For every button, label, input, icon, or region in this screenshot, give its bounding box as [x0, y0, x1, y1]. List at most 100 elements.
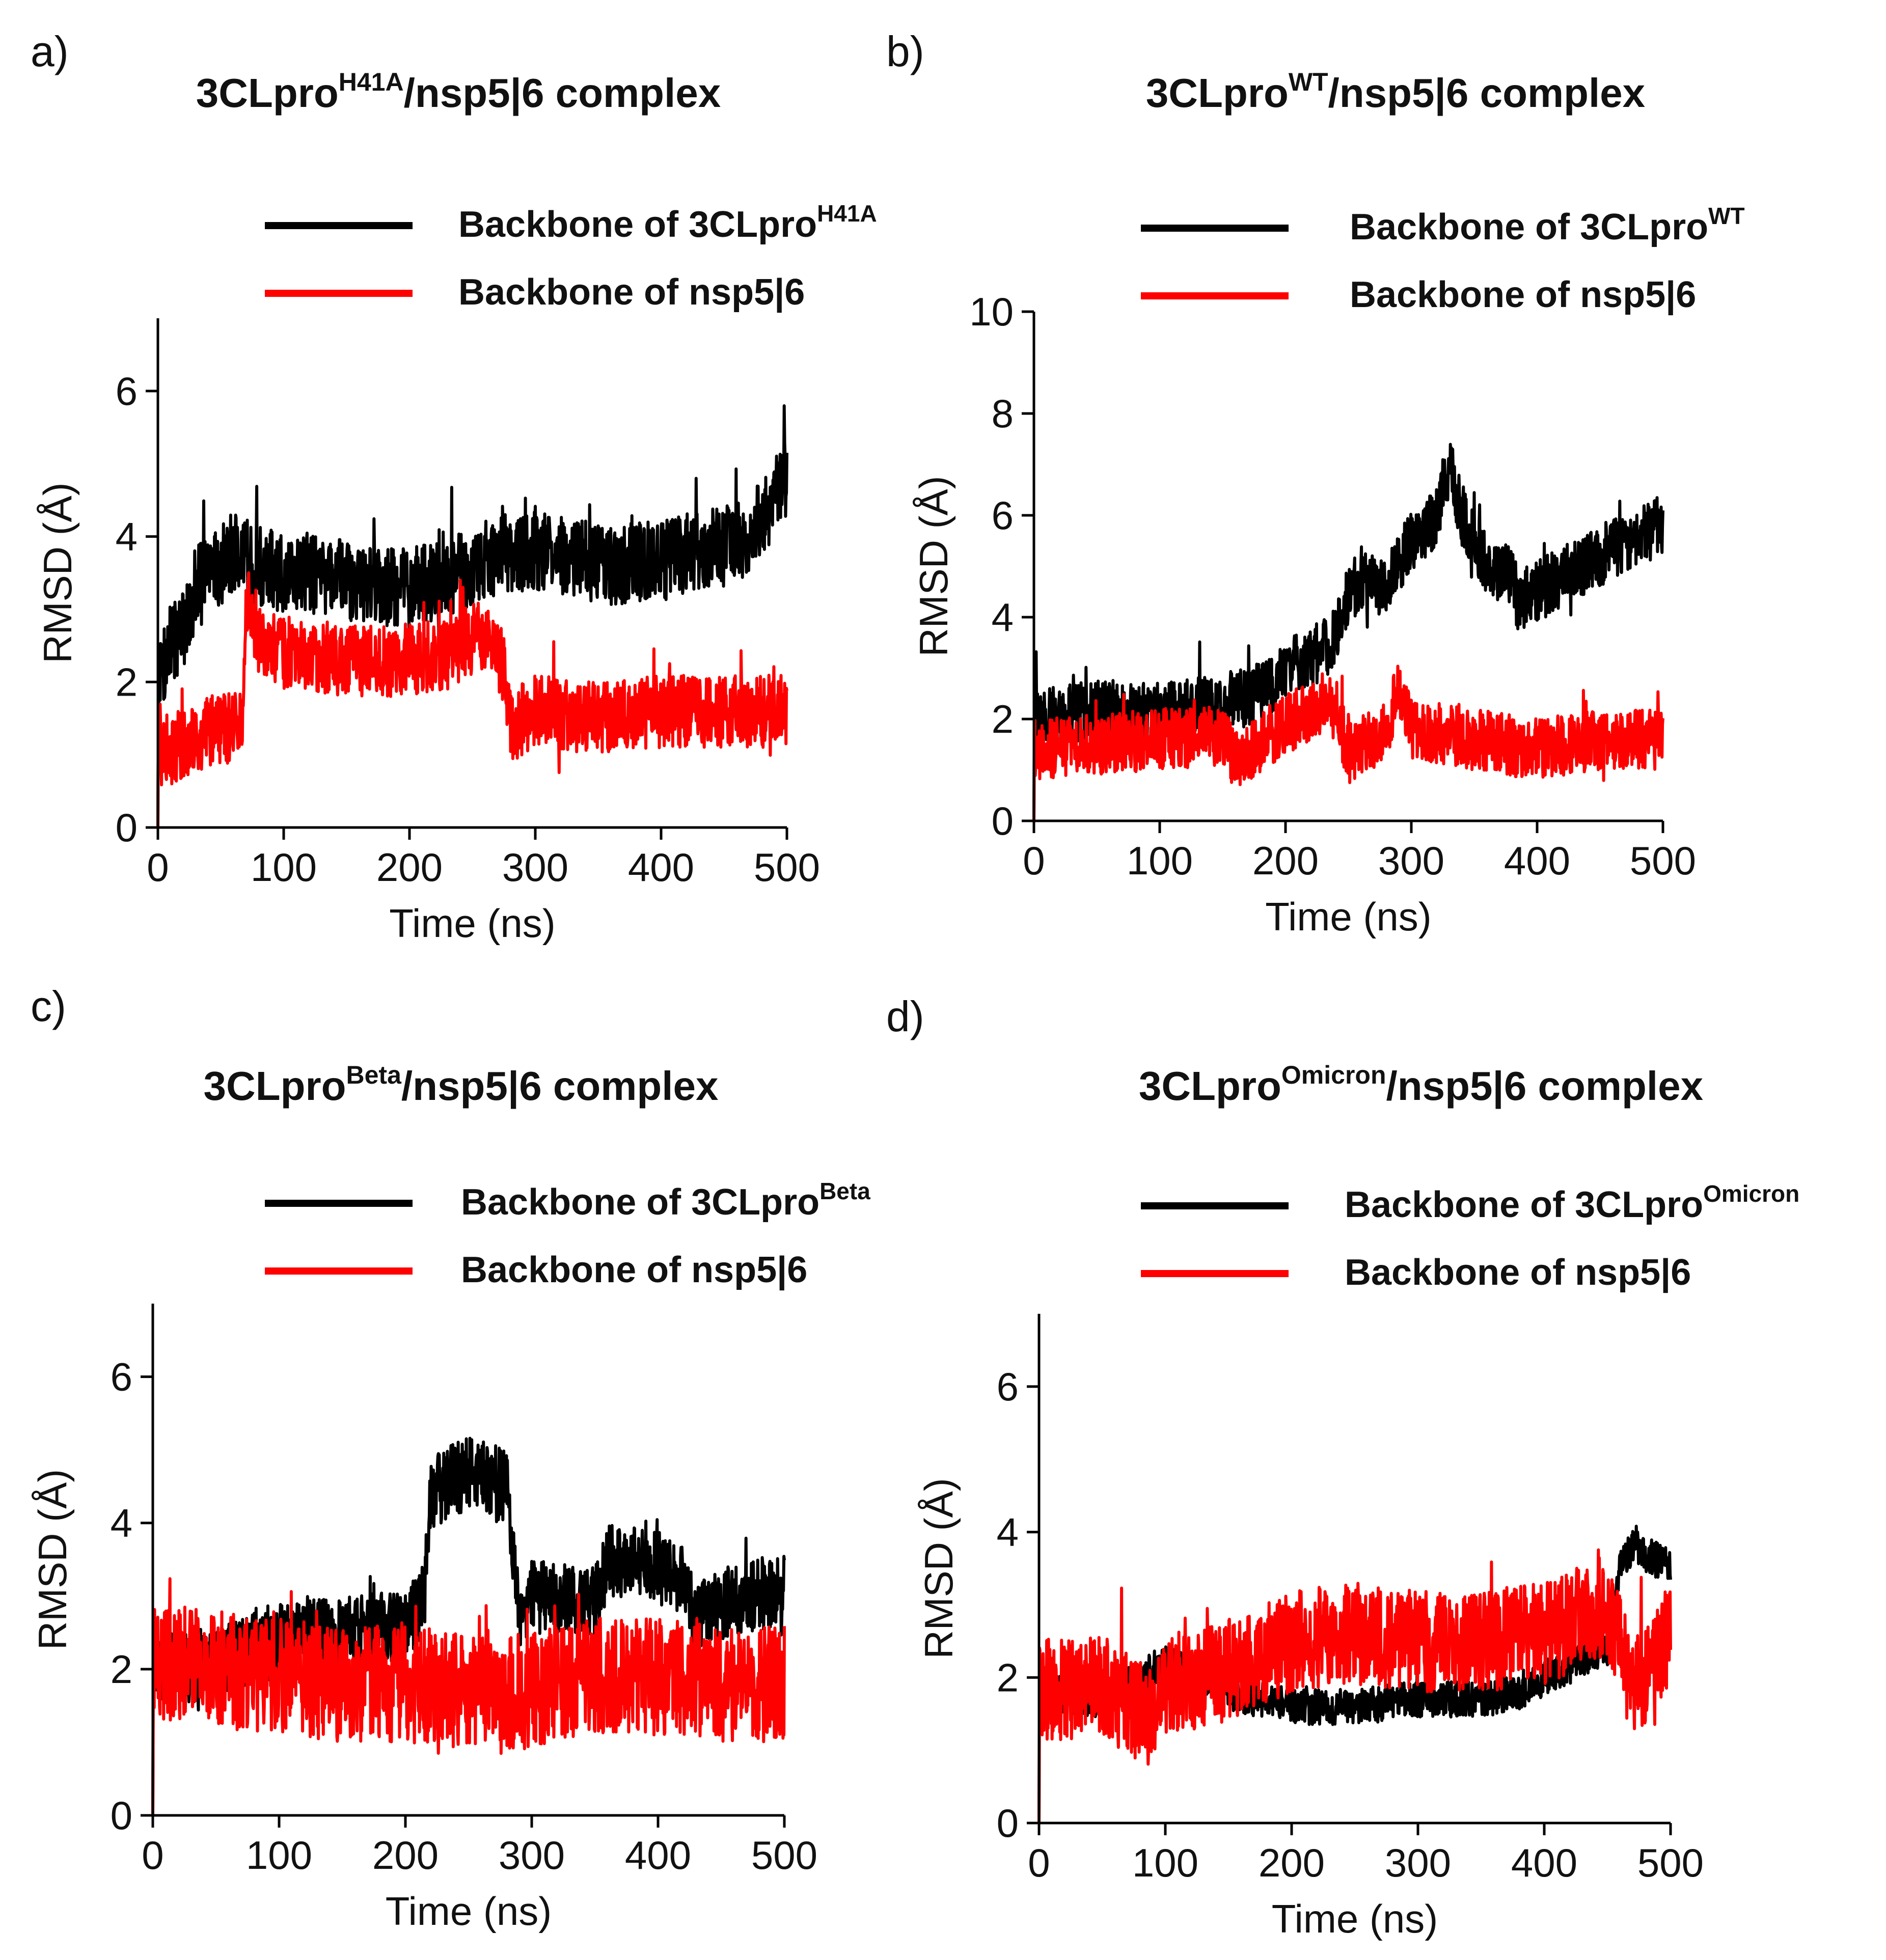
legend-text: Backbone of 3CLpro: [458, 204, 817, 245]
legend-label-1: Backbone of 3CLproOmicron: [1345, 1180, 1799, 1225]
x-tick-label: 0: [1023, 838, 1045, 883]
x-tick-label: 0: [147, 845, 169, 890]
chart-title: 3CLproWT/nsp5|6 complex: [1146, 68, 1645, 116]
panel-label: c): [31, 982, 66, 1030]
legend-text: Backbone of 3CLpro: [1350, 207, 1708, 247]
y-tick-label: 0: [992, 798, 1014, 843]
x-tick-label: 500: [1630, 838, 1696, 883]
legend-label-2: Backbone of nsp5|6: [461, 1250, 807, 1290]
panel-c: c) 3CLproBeta/nsp5|6 complex Backbone of 3…: [30, 982, 870, 1934]
x-tick-label: 200: [372, 1833, 439, 1878]
x-tick-label: 500: [754, 845, 820, 890]
y-tick-label: 2: [111, 1647, 132, 1692]
x-tick-label: 300: [1378, 838, 1444, 883]
title-rest: /nsp5|6 complex: [401, 1063, 719, 1109]
chart-title: 3CLproBeta/nsp5|6 complex: [204, 1061, 719, 1109]
y-tick-label: 4: [997, 1510, 1019, 1555]
title-superscript: Omicron: [1281, 1061, 1386, 1089]
x-tick-label: 0: [142, 1833, 163, 1878]
series-line-nsp5-6: [1037, 1548, 1672, 1824]
legend: Backbone of 3CLproBeta Backbone of nsp5|6: [265, 1178, 870, 1290]
axes: 0 100 200 300 400 500 0 2 4 6 Time (ns) RMSD (Å): [30, 1304, 817, 1934]
legend-text: Backbone of nsp5|6: [1345, 1252, 1691, 1293]
legend-superscript: H41A: [817, 200, 877, 227]
title-main: 3CLpro: [1146, 70, 1289, 116]
x-tick-label: 100: [1127, 838, 1193, 883]
y-axis-label: RMSD (Å): [35, 482, 80, 663]
x-tick-label: 200: [1259, 1840, 1325, 1885]
y-tick-label: 0: [111, 1793, 132, 1838]
x-tick-label: 400: [625, 1833, 691, 1878]
series-line-nsp5-6: [151, 1577, 786, 1816]
legend-text: Backbone of 3CLpro: [461, 1182, 819, 1223]
axes: 0 100 200 300 400 500 0 2 4 6 Time (ns) RMSD (Å): [35, 318, 820, 946]
axes: 0 100 200 300 400 500 0 2 4 6 Time (ns) RMSD (Å): [916, 1314, 1704, 1941]
legend-text: Backbone of nsp5|6: [1350, 274, 1696, 315]
axes: 0 100 200 300 400 500 0 2 4 6 8 10 Time (ns) RMSD (Å): [911, 289, 1696, 939]
panel-label: d): [886, 992, 924, 1040]
title-rest: /nsp5|6 complex: [404, 70, 721, 116]
x-axis-label: Time (ns): [1265, 894, 1431, 939]
title-superscript: WT: [1289, 68, 1328, 96]
y-tick-label: 6: [116, 369, 138, 413]
series-group: [1032, 443, 1664, 821]
title-rest: /nsp5|6 complex: [1328, 70, 1646, 116]
y-tick-label: 10: [969, 289, 1014, 334]
y-tick-label: 2: [997, 1655, 1019, 1700]
panel-a: a) 3CLproH41A/nsp5|6 complex Backbone of 3…: [31, 27, 877, 946]
x-tick-label: 300: [502, 845, 568, 890]
x-axis-label: Time (ns): [1272, 1896, 1438, 1941]
legend-label-2: Backbone of nsp5|6: [1345, 1252, 1691, 1293]
title-superscript: Beta: [346, 1061, 402, 1089]
legend: Backbone of 3CLproH41A Backbone of nsp5|6: [265, 200, 877, 313]
x-tick-label: 400: [1504, 838, 1570, 883]
x-tick-label: 400: [1511, 1840, 1577, 1885]
x-tick-label: 300: [1385, 1840, 1451, 1885]
x-tick-label: 200: [376, 845, 443, 890]
series-group: [151, 1437, 786, 1816]
legend-label-1: Backbone of 3CLproH41A: [458, 200, 877, 245]
x-tick-label: 500: [751, 1833, 817, 1878]
title-rest: /nsp5|6 complex: [1386, 1063, 1703, 1109]
panel-label: b): [886, 27, 924, 75]
legend: Backbone of 3CLproWT Backbone of nsp5|6: [1141, 203, 1745, 315]
panel-label: a): [31, 27, 69, 75]
legend-text: Backbone of nsp5|6: [458, 272, 805, 313]
legend-label-2: Backbone of nsp5|6: [458, 272, 805, 313]
legend-superscript: Beta: [819, 1178, 870, 1204]
y-tick-label: 2: [992, 697, 1014, 741]
y-tick-label: 6: [992, 493, 1014, 538]
y-axis-label: RMSD (Å): [30, 1469, 75, 1650]
y-tick-label: 0: [116, 805, 138, 850]
legend-label-1: Backbone of 3CLproBeta: [461, 1178, 870, 1223]
legend-superscript: Omicron: [1703, 1180, 1799, 1207]
x-tick-label: 400: [628, 845, 694, 890]
x-tick-label: 100: [1132, 1840, 1198, 1885]
legend-label-2: Backbone of nsp5|6: [1350, 274, 1696, 315]
legend-superscript: WT: [1708, 203, 1745, 229]
chart-title: 3CLproH41A/nsp5|6 complex: [196, 68, 721, 116]
series-line-protease: [156, 404, 788, 828]
y-tick-label: 4: [992, 595, 1014, 640]
series-group: [156, 404, 788, 828]
y-tick-label: 4: [111, 1501, 132, 1545]
x-tick-label: 100: [251, 845, 317, 890]
legend: Backbone of 3CLproOmicron Backbone of nsp…: [1141, 1180, 1799, 1293]
y-tick-label: 0: [997, 1801, 1019, 1845]
x-tick-label: 200: [1252, 838, 1319, 883]
legend-text: Backbone of 3CLpro: [1345, 1184, 1703, 1225]
y-tick-label: 8: [992, 391, 1014, 436]
x-axis-label: Time (ns): [386, 1889, 552, 1934]
y-axis-label: RMSD (Å): [916, 1478, 961, 1659]
series-group: [1037, 1525, 1672, 1824]
series-line-nsp5-6: [156, 571, 788, 828]
title-superscript: H41A: [339, 68, 404, 96]
x-tick-label: 100: [246, 1833, 312, 1878]
legend-text: Backbone of nsp5|6: [461, 1250, 807, 1290]
y-tick-label: 4: [116, 514, 138, 559]
y-tick-label: 2: [116, 659, 138, 704]
x-axis-label: Time (ns): [389, 901, 555, 946]
